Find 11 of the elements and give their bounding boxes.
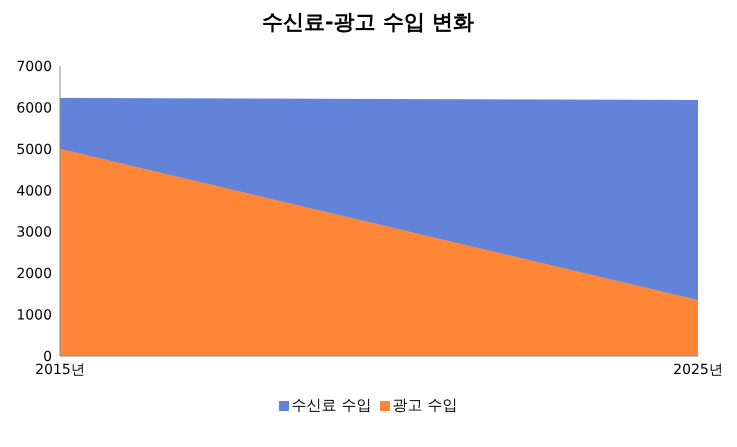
y-tick-label: 3000 [16, 224, 52, 241]
legend-label: 광고 수입 [392, 396, 458, 415]
y-tick-label: 1000 [16, 308, 52, 324]
chart-title: 수신료-광고 수입 변화 [260, 9, 476, 36]
y-tick-label: 6000 [16, 100, 52, 116]
y-tick-label: 5000 [16, 142, 52, 158]
y-tick-label: 2000 [16, 266, 52, 282]
x-tick-label: 2025년 [673, 362, 723, 378]
y-tick-label: 4000 [16, 183, 52, 200]
y-tick-label: 7000 [16, 58, 52, 75]
legend-label: 수신료 수입 [290, 396, 372, 415]
